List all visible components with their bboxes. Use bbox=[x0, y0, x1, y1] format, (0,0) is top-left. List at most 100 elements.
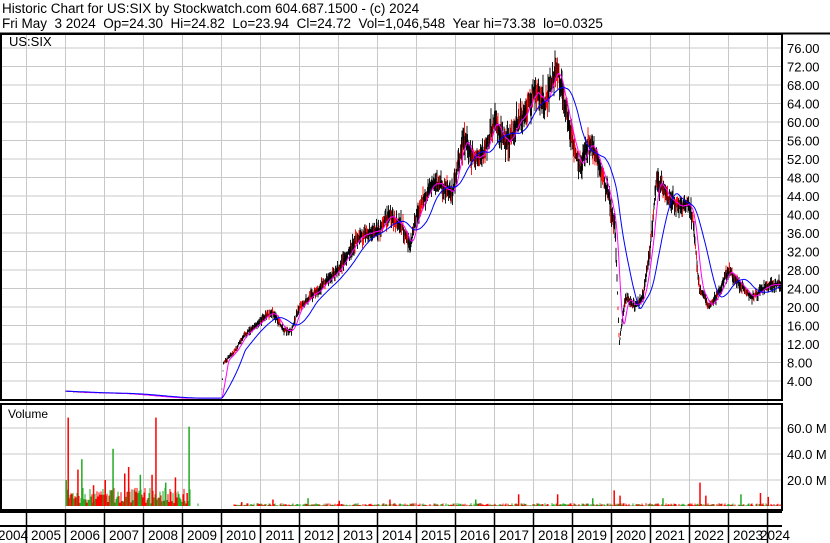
volume-tick-label: 60.0 M bbox=[787, 421, 827, 436]
volume-bar bbox=[741, 504, 743, 506]
volume-bar bbox=[76, 492, 78, 506]
volume-bar bbox=[236, 505, 238, 506]
volume-bar bbox=[457, 503, 459, 506]
volume-spike-bar bbox=[556, 494, 559, 506]
volume-bar bbox=[502, 503, 504, 506]
volume-bar bbox=[368, 504, 370, 506]
volume-bar bbox=[437, 504, 439, 506]
volume-bar bbox=[560, 504, 562, 506]
volume-bar bbox=[163, 500, 165, 506]
price-tick-label: 64.00 bbox=[787, 97, 820, 112]
volume-bar bbox=[293, 505, 295, 506]
volume-bar bbox=[181, 501, 183, 506]
volume-bar bbox=[540, 504, 542, 506]
volume-bar bbox=[309, 505, 311, 506]
volume-bar bbox=[661, 504, 663, 506]
volume-bar bbox=[147, 497, 149, 506]
volume-bar bbox=[162, 490, 164, 506]
volume-bar bbox=[385, 503, 387, 506]
volume-bar bbox=[141, 494, 143, 506]
volume-bar bbox=[459, 503, 461, 506]
volume-bar bbox=[71, 494, 73, 506]
volume-bar bbox=[618, 504, 620, 506]
volume-bar bbox=[160, 495, 162, 506]
volume-bar bbox=[99, 494, 101, 506]
price-tick-label: 8.00 bbox=[787, 356, 812, 371]
volume-bar bbox=[400, 503, 402, 506]
volume-bar bbox=[429, 504, 431, 506]
volume-bar bbox=[235, 504, 237, 506]
volume-bar bbox=[161, 501, 163, 506]
volume-bar bbox=[593, 504, 595, 506]
volume-bar bbox=[451, 504, 453, 506]
volume-panel-frame bbox=[0, 403, 783, 511]
volume-bar bbox=[509, 505, 511, 506]
volume-bar bbox=[544, 503, 546, 506]
volume-bar bbox=[720, 504, 722, 506]
volume-bar bbox=[492, 505, 494, 506]
volume-bar bbox=[469, 504, 471, 506]
volume-bar bbox=[470, 503, 472, 506]
volume-bar bbox=[559, 504, 561, 506]
volume-spike-bar bbox=[112, 448, 114, 506]
volume-bar bbox=[265, 503, 267, 506]
volume-bar bbox=[688, 503, 690, 506]
volume-bar bbox=[398, 504, 400, 506]
volume-bar bbox=[150, 503, 152, 506]
volume-bar bbox=[377, 504, 379, 506]
volume-bar bbox=[413, 503, 415, 506]
volume-bar bbox=[425, 504, 427, 506]
volume-bar bbox=[673, 503, 675, 506]
volume-bar bbox=[94, 493, 96, 506]
volume-bar bbox=[317, 504, 319, 506]
volume-bar bbox=[158, 497, 160, 506]
year-tick-label: 2006 bbox=[70, 528, 100, 543]
volume-bar bbox=[159, 491, 161, 506]
volume-bar bbox=[567, 503, 569, 506]
volume-bar bbox=[315, 503, 317, 506]
volume-bar bbox=[639, 504, 641, 506]
volume-bar bbox=[654, 504, 656, 506]
year-tick-label: 2011 bbox=[265, 528, 294, 543]
volume-bar bbox=[590, 504, 592, 506]
year-tick-label: 2022 bbox=[694, 528, 724, 543]
volume-bar bbox=[539, 504, 541, 506]
volume-bar bbox=[286, 504, 288, 506]
volume-bar bbox=[243, 504, 245, 506]
volume-bar bbox=[176, 497, 178, 506]
volume-bar bbox=[133, 489, 135, 506]
volume-bar bbox=[522, 504, 524, 506]
volume-bar bbox=[411, 503, 413, 506]
volume-bar bbox=[568, 504, 570, 506]
volume-bar bbox=[585, 503, 587, 506]
volume-bar bbox=[552, 504, 554, 506]
volume-bar bbox=[247, 503, 249, 506]
volume-bar bbox=[324, 505, 326, 506]
volume-bar bbox=[704, 505, 706, 506]
volume-bar bbox=[496, 505, 498, 506]
volume-spike-bar bbox=[389, 499, 391, 506]
volume-bar bbox=[110, 490, 112, 506]
volume-spike-bar bbox=[705, 495, 707, 506]
volume-bar bbox=[119, 502, 121, 506]
volume-bar bbox=[542, 504, 544, 506]
volume-bar bbox=[561, 504, 563, 506]
volume-bar bbox=[527, 505, 529, 506]
volume-bar bbox=[728, 504, 730, 506]
volume-bar bbox=[569, 503, 571, 506]
volume-bar bbox=[604, 504, 606, 506]
volume-bar bbox=[441, 504, 443, 506]
volume-bar bbox=[295, 504, 297, 506]
volume-bar bbox=[765, 503, 767, 506]
volume-bar bbox=[407, 505, 409, 506]
volume-bar bbox=[564, 504, 566, 506]
volume-bar bbox=[551, 503, 553, 506]
volume-bar bbox=[614, 504, 616, 506]
year-tick-label: 2019 bbox=[577, 528, 607, 543]
volume-bar bbox=[762, 503, 764, 506]
volume-bar bbox=[476, 503, 478, 506]
volume-bar bbox=[460, 503, 462, 506]
volume-bar bbox=[700, 503, 702, 506]
volume-bar bbox=[356, 504, 358, 506]
volume-bar bbox=[120, 492, 122, 506]
